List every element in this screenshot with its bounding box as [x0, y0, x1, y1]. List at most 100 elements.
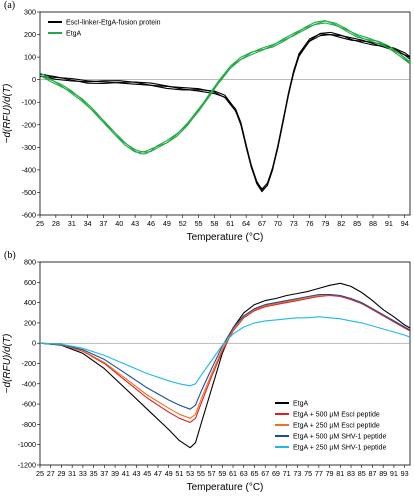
series-line-1 — [40, 294, 410, 423]
legend-label: EtgA + 500 μM SHV-1 peptide — [293, 434, 386, 441]
series-line-4 — [40, 316, 410, 387]
y-tick-label: 600 — [24, 278, 36, 287]
series-line-0 — [40, 282, 410, 449]
x-tick-label: 63 — [240, 469, 248, 478]
x-tick-label: 55 — [197, 469, 205, 478]
x-tick-label: 25 — [36, 469, 44, 478]
legend-label: EtgA — [66, 31, 82, 38]
x-tick-label: 45 — [143, 469, 151, 478]
y-tick-label: -500 — [22, 188, 36, 197]
y-axis-label: −d(RFU)/d(T) — [2, 84, 13, 144]
y-tick-label: -300 — [22, 143, 36, 152]
x-tick-label: 69 — [272, 469, 280, 478]
legend-label: EtgA + 250 μM EscI peptide — [293, 423, 380, 430]
y-tick-label: 800 — [24, 258, 36, 267]
x-tick-label: 47 — [154, 469, 162, 478]
x-tick-label: 79 — [326, 469, 334, 478]
x-tick-label: 71 — [283, 469, 291, 478]
y-tick-label: 400 — [24, 298, 36, 307]
x-axis-label: Temperature (°C) — [187, 232, 264, 243]
x-tick-label: 35 — [90, 469, 98, 478]
x-tick-label: 59 — [218, 469, 226, 478]
x-tick-label: 88 — [369, 219, 377, 228]
x-tick-label: 79 — [321, 219, 329, 228]
x-tick-label: 39 — [111, 469, 119, 478]
panel-b: (b) 800 600 400 200 0 -200 -400 -600 -800 -1000 -12… — [2, 250, 411, 493]
x-tick-label: 75 — [304, 469, 312, 478]
x-tick-label: 29 — [57, 469, 65, 478]
x-tick-label: 41 — [122, 469, 130, 478]
y-tick-label: -400 — [22, 379, 36, 388]
x-tick-label: 37 — [99, 219, 107, 228]
x-axis-label: Temperature (°C) — [187, 482, 264, 493]
y-tick-label: -100 — [22, 98, 36, 107]
x-tick-label: 51 — [175, 469, 183, 478]
y-tick-label: 0 — [32, 339, 36, 348]
x-tick-label: 61 — [226, 219, 234, 228]
x-tick-label: 52 — [179, 219, 187, 228]
legend-label: EtgA + 500 μM EscI peptide — [293, 412, 380, 419]
x-tick-label: 28 — [52, 219, 60, 228]
x-tick-label: 53 — [186, 469, 194, 478]
panel-label: (a) — [4, 0, 15, 11]
x-tick-label: 43 — [133, 469, 141, 478]
x-tick-label: 85 — [353, 219, 361, 228]
x-tick-label: 61 — [229, 469, 237, 478]
x-tick-label: 73 — [293, 469, 301, 478]
x-tick-label: 31 — [68, 219, 76, 228]
x-tick-label: 31 — [68, 469, 76, 478]
x-tick-label: 27 — [47, 469, 55, 478]
y-tick-label: 100 — [24, 53, 36, 62]
y-tick-label: 0 — [32, 75, 36, 84]
x-tick-label: 76 — [306, 219, 314, 228]
y-tick-label: -1000 — [18, 440, 36, 449]
x-tick-label: 57 — [208, 469, 216, 478]
y-tick-label: -1200 — [18, 461, 36, 470]
x-tick-label: 70 — [274, 219, 282, 228]
x-tick-label: 49 — [163, 219, 171, 228]
x-tick-label: 73 — [290, 219, 298, 228]
x-tick-label: 25 — [36, 219, 44, 228]
x-tick-label: 33 — [79, 469, 87, 478]
x-tick-label: 55 — [195, 219, 203, 228]
x-tick-label: 34 — [84, 219, 92, 228]
y-tick-label: -800 — [22, 420, 36, 429]
y-tick-label: 200 — [24, 318, 36, 327]
legend-label: EtgA + 250 μM SHV-1 peptide — [293, 445, 386, 452]
x-tick-label: 81 — [336, 469, 344, 478]
x-tick-label: 67 — [261, 469, 269, 478]
y-tick-label: -600 — [22, 211, 36, 220]
x-tick-label: 65 — [250, 469, 258, 478]
x-tick-label: 87 — [368, 469, 376, 478]
x-tick-label: 67 — [258, 219, 266, 228]
y-tick-label: -400 — [22, 165, 36, 174]
y-tick-label: 300 — [24, 8, 36, 17]
y-tick-label: 200 — [24, 30, 36, 39]
x-tick-label: 94 — [401, 219, 409, 228]
y-tick-label: -200 — [22, 120, 36, 129]
panel-label: (b) — [4, 250, 16, 261]
x-tick-label: 46 — [147, 219, 155, 228]
y-axis-label: −d(RFU)/d(T) — [2, 334, 13, 394]
legend-label: EscI-linker-EtgA-fusion protein — [66, 20, 161, 27]
x-tick-label: 83 — [347, 469, 355, 478]
series-line-0 — [40, 31, 410, 193]
x-tick-label: 43 — [131, 219, 139, 228]
x-tick-label: 40 — [115, 219, 123, 228]
x-tick-label: 49 — [165, 469, 173, 478]
x-tick-label: 58 — [210, 219, 218, 228]
plot-frame — [39, 11, 411, 216]
x-tick-label: 77 — [315, 469, 323, 478]
legend-label: EtgA — [293, 401, 309, 408]
series-line-1 — [40, 20, 410, 155]
x-tick-label: 82 — [337, 219, 345, 228]
x-tick-label: 89 — [379, 469, 387, 478]
x-tick-label: 91 — [385, 219, 393, 228]
series-line-0 — [40, 34, 410, 191]
x-tick-label: 64 — [242, 219, 250, 228]
y-tick-label: -600 — [22, 400, 36, 409]
x-tick-label: 93 — [401, 469, 409, 478]
x-tick-label: 85 — [358, 469, 366, 478]
